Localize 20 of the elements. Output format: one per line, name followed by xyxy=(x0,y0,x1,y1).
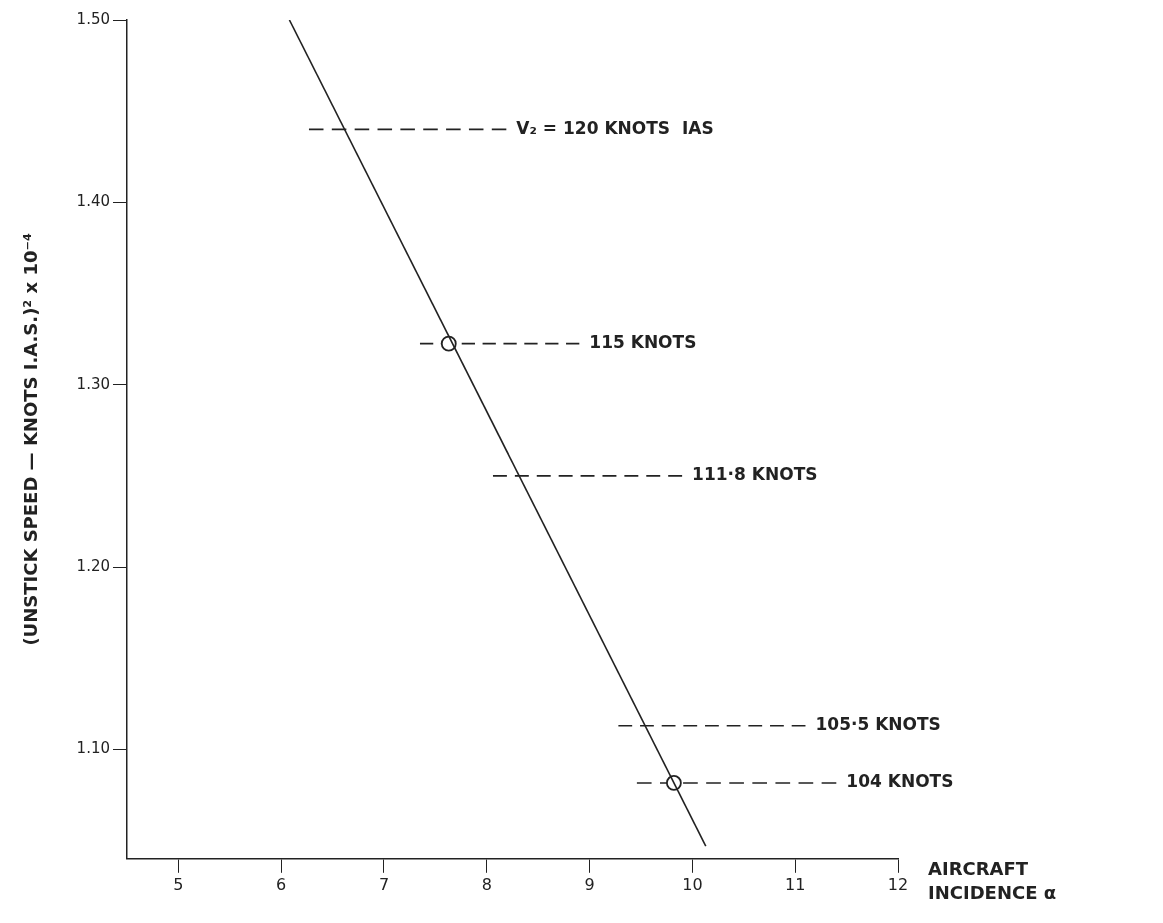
x-tick-label: 8 xyxy=(481,874,492,894)
y-tick-label: 1.40 xyxy=(76,192,110,211)
y-axis-title: (UNSTICK SPEED — KNOTS I.A.S.)² x 10⁻⁴ xyxy=(20,233,42,646)
x-tick-label: 10 xyxy=(682,874,703,894)
x-tick-label: 11 xyxy=(785,874,806,894)
series-label: V₂ = 120 KNOTS IAS xyxy=(516,117,714,138)
x-tick-label: 7 xyxy=(378,874,390,894)
series-label: 104 KNOTS xyxy=(846,771,954,792)
series-label: 115 KNOTS xyxy=(589,332,697,353)
y-tick-label: 1.20 xyxy=(76,556,110,575)
series-label: 105·5 KNOTS xyxy=(815,714,941,735)
y-tick-label: 1.50 xyxy=(76,9,110,28)
x-axis-title: AIRCRAFT INCIDENCE α xyxy=(928,857,1057,903)
x-tick-label: 12 xyxy=(887,874,909,894)
y-tick-label: 1.10 xyxy=(76,739,110,758)
x-tick-label: 6 xyxy=(276,874,287,894)
y-tick-label: 1.30 xyxy=(76,374,110,393)
series-label: 111·8 KNOTS xyxy=(692,464,818,485)
x-tick-label: 9 xyxy=(584,874,595,894)
x-tick-label: 5 xyxy=(173,874,184,894)
